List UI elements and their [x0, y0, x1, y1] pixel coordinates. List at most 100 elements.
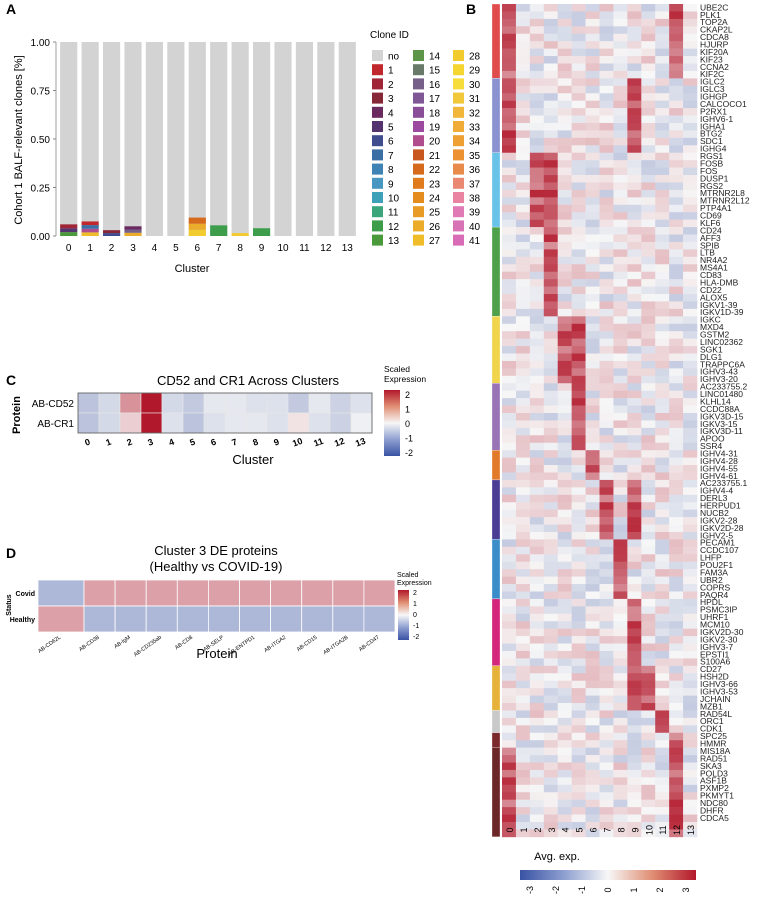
panel-a-legend-label: 6 — [388, 137, 394, 148]
panel-b-heatmap-cell — [627, 346, 642, 354]
panel-b-heatmap-cell — [655, 517, 670, 525]
panel-b-heatmap-cell — [571, 740, 586, 748]
panel-b-heatmap-cell — [655, 130, 670, 139]
panel-b-heatmap-cell — [669, 48, 684, 57]
panel-b-heatmap-cell — [585, 688, 600, 696]
panel-a-bar-no-clone — [317, 42, 335, 236]
panel-a-bar-segment — [124, 229, 142, 233]
panel-b-heatmap-cell — [529, 413, 545, 421]
panel-b-heatmap-cell — [571, 122, 586, 131]
panel-b-heatmap-cell — [502, 197, 517, 206]
panel-b-heatmap-cell — [557, 509, 572, 518]
panel-b-heatmap-cell — [543, 561, 559, 570]
panel-b-heatmap-cell — [502, 479, 517, 488]
panel-b-heatmap-cell — [655, 48, 670, 57]
panel-b-heatmap-cell — [571, 338, 586, 347]
panel-a-x-tick-label: 0 — [66, 243, 72, 254]
panel-b-gene-label: SPC25 — [700, 731, 727, 741]
panel-b-heatmap-cell — [669, 398, 684, 406]
panel-b-heatmap-cell — [613, 598, 628, 607]
panel-b-heatmap-cell — [683, 390, 698, 399]
panel-b-heatmap-cell — [502, 673, 517, 682]
panel-b-heatmap-cell — [557, 48, 572, 57]
panel-b-heatmap-cell — [599, 420, 614, 429]
panel-b-heatmap-cell — [543, 792, 559, 800]
panel-b-heatmap-cell — [502, 122, 517, 131]
panel-b-heatmap-cell — [655, 85, 670, 94]
panel-b-heatmap-cell — [669, 591, 684, 600]
panel-b-gene-label: PECAM1 — [700, 538, 735, 548]
panel-b-gene-label: FOS — [700, 166, 718, 176]
panel-b-heatmap-cell — [641, 710, 656, 719]
panel-b-heatmap-cell — [529, 799, 545, 808]
panel-a-legend-label: 1 — [388, 66, 394, 77]
panel-b-heatmap-cell — [599, 219, 614, 228]
panel-b-heatmap-cell — [669, 784, 684, 793]
panel-b-heatmap-cell — [599, 130, 614, 139]
panel-c-heatmap-cell — [161, 412, 184, 434]
panel-b-heatmap-cell — [515, 264, 531, 273]
panel-b-heatmap-cell — [683, 78, 698, 87]
panel-b-heatmap-cell — [585, 546, 600, 555]
panel-b-heatmap-cell — [585, 227, 600, 235]
panel-b-heatmap-cell — [669, 703, 684, 711]
panel-a-legend-label: 4 — [388, 108, 394, 119]
panel-b-heatmap-cell — [543, 368, 559, 377]
panel-b-heatmap-cell — [599, 569, 614, 577]
panel-b-heatmap-cell — [502, 502, 517, 510]
panel-b-heatmap-cell — [571, 167, 586, 176]
panel-b-heatmap-cell — [515, 435, 531, 444]
panel-b-heatmap-cell — [641, 204, 656, 213]
panel-b-heatmap-cell — [683, 695, 698, 704]
panel-b-heatmap-cell — [515, 100, 531, 109]
panel-b-heatmap-cell — [641, 145, 656, 154]
panel-b-gene-label: NR4A2 — [700, 255, 728, 265]
panel-b-heatmap-cell — [557, 227, 572, 235]
panel-a-y-tick-label: 0.25 — [31, 184, 51, 195]
panel-b-heatmap-cell — [502, 569, 517, 577]
panel-b-heatmap-cell — [641, 598, 656, 607]
panel-b-heatmap-cell — [669, 78, 684, 87]
panel-b-gene-label: AC233755.2 — [700, 382, 748, 392]
panel-b-heatmap-cell — [627, 212, 642, 220]
panel-b-heatmap-cell — [599, 457, 614, 466]
panel-b-heatmap-cell — [585, 405, 600, 414]
panel-b-heatmap-cell — [641, 353, 656, 362]
panel-a-legend-label: no — [388, 52, 400, 63]
panel-b-heatmap-cell — [515, 301, 531, 310]
panel-b-gene-label: IGKV1-39 — [700, 300, 738, 310]
panel-b-heatmap-cell — [557, 457, 572, 466]
panel-b-heatmap-cell — [502, 93, 517, 101]
panel-b-heatmap-cell — [557, 63, 572, 72]
panel-b-heatmap-cell — [655, 688, 670, 696]
panel-b-heatmap-cell — [641, 539, 656, 548]
panel-b-heatmap-cell — [585, 442, 600, 451]
panel-b-heatmap-cell — [585, 175, 600, 183]
panel-b-heatmap-cell — [502, 308, 517, 317]
panel-b-heatmap-cell — [627, 182, 642, 191]
panel-b-heatmap-cell — [613, 234, 628, 243]
panel-b-heatmap-cell — [599, 279, 614, 287]
panel-b-heatmap-cell — [585, 494, 600, 503]
panel-b-heatmap-cell — [641, 636, 656, 644]
panel-b-heatmap-cell — [543, 673, 559, 682]
panel-d-heatmap-cell — [83, 579, 116, 607]
panel-b-heatmap-cell — [515, 331, 531, 339]
panel-b-heatmap-cell — [627, 665, 642, 674]
panel-b-gene-label: IGHV2-5 — [700, 530, 733, 540]
panel-c-colorbar-tick: -1 — [405, 434, 413, 444]
panel-b-heatmap-cell — [641, 197, 656, 206]
panel-b-gene-label: CDCA8 — [700, 32, 729, 42]
panel-b-heatmap-cell — [529, 606, 545, 615]
panel-b-heatmap-cell — [655, 301, 670, 310]
panel-b-heatmap-cell — [571, 539, 586, 548]
panel-b-heatmap-cell — [627, 4, 642, 12]
panel-b-heatmap-cell — [557, 219, 572, 228]
panel-b-heatmap-cell — [683, 346, 698, 354]
panel-b-heatmap-cell — [599, 822, 614, 830]
panel-b-heatmap-cell — [515, 63, 531, 72]
panel-b-heatmap-cell — [571, 717, 586, 726]
panel-b-colorbar-tick: 3 — [681, 887, 691, 892]
panel-b-heatmap-cell — [557, 212, 572, 220]
panel-b-heatmap-cell — [627, 628, 642, 637]
